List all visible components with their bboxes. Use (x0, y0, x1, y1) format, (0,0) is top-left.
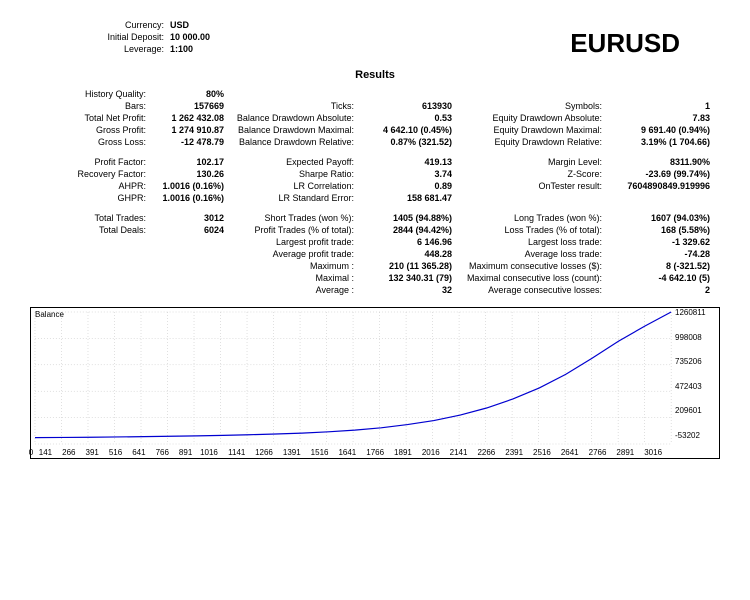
val-max-cons-loss-count: -4 642.10 (5) (610, 273, 710, 283)
lbl-avg-cons-losses: Average consecutive losses: (456, 285, 606, 295)
val-avg-cons-wins: 32 (362, 285, 452, 295)
val-bal-dd-max: 4 642.10 (0.45%) (362, 125, 452, 135)
val-eq-dd-abs: 7.83 (610, 113, 710, 123)
y-axis-labels: 1260811998008735206472403209601-53202 (675, 308, 717, 440)
val-gross-loss: -12 478.79 (154, 137, 224, 147)
val-gross-profit: 1 274 910.87 (154, 125, 224, 135)
lbl-eq-dd-rel: Equity Drawdown Relative: (456, 137, 606, 147)
account-info: Currency: USD Initial Deposit: 10 000.00… (30, 20, 210, 54)
val-symbols: 1 (610, 101, 710, 111)
lbl-ontester: OnTester result: (456, 181, 606, 191)
deposit-label: Initial Deposit: (30, 32, 170, 42)
deposit-value: 10 000.00 (170, 32, 210, 42)
val-bars: 157669 (154, 101, 224, 111)
lbl-profit-factor: Profit Factor: (30, 157, 150, 167)
lbl-short-trades: Short Trades (won %): (228, 213, 358, 223)
val-lrcorr: 0.89 (362, 181, 452, 191)
val-profit-trades: 2844 (94.42%) (362, 225, 452, 235)
chart-svg (31, 308, 719, 458)
lbl-max-wins: Maximum : (228, 261, 358, 271)
lbl-margin: Margin Level: (456, 157, 606, 167)
lbl-eq-dd-max: Equity Drawdown Maximal: (456, 125, 606, 135)
lbl-max-cons-loss-money: Maximum consecutive losses ($): (456, 261, 606, 271)
val-ahpr: 1.0016 (0.16%) (154, 181, 224, 191)
chart-label: Balance (35, 310, 64, 319)
lbl-total-deals: Total Deals: (30, 225, 150, 235)
x-axis-labels: 0141266391516641766891101611411266139115… (31, 448, 671, 457)
balance-chart: Balance 1260811998008735206472403209601-… (30, 307, 720, 459)
results-title: Results (30, 69, 720, 81)
lbl-zscore: Z-Score: (456, 169, 606, 179)
leverage-label: Leverage: (30, 44, 170, 54)
lbl-exp-payoff: Expected Payoff: (228, 157, 358, 167)
leverage-value: 1:100 (170, 44, 210, 54)
val-long-trades: 1607 (94.03%) (610, 213, 710, 223)
val-short-trades: 1405 (94.88%) (362, 213, 452, 223)
val-bal-dd-rel: 0.87% (321.52) (362, 137, 452, 147)
val-bal-dd-abs: 0.53 (362, 113, 452, 123)
val-margin: 8311.90% (610, 157, 710, 167)
lbl-recovery: Recovery Factor: (30, 169, 150, 179)
lbl-eq-dd-abs: Equity Drawdown Absolute: (456, 113, 606, 123)
currency-label: Currency: (30, 20, 170, 30)
val-ontester: 7604890849.919996 (610, 181, 710, 191)
lbl-long-trades: Long Trades (won %): (456, 213, 606, 223)
val-sharpe: 3.74 (362, 169, 452, 179)
lbl-sharpe: Sharpe Ratio: (228, 169, 358, 179)
lbl-total-trades: Total Trades: (30, 213, 150, 223)
lbl-max-win-money: Maximal : (228, 273, 358, 283)
val-total-trades: 3012 (154, 213, 224, 223)
val-max-win-money: 132 340.31 (79) (362, 273, 452, 283)
lbl-lrstderr: LR Standard Error: (228, 193, 358, 203)
val-ticks: 613930 (362, 101, 452, 111)
lbl-ghpr: GHPR: (30, 193, 150, 203)
lbl-avg-loss: Average loss trade: (456, 249, 606, 259)
val-net-profit: 1 262 432.08 (154, 113, 224, 123)
lbl-loss-trades: Loss Trades (% of total): (456, 225, 606, 235)
val-recovery: 130.26 (154, 169, 224, 179)
lbl-symbols: Symbols: (456, 101, 606, 111)
symbol-title: EURUSD (570, 28, 680, 59)
lbl-bal-dd-max: Balance Drawdown Maximal: (228, 125, 358, 135)
val-lrstderr: 158 681.47 (362, 193, 452, 203)
lbl-ticks: Ticks: (228, 101, 358, 111)
lbl-net-profit: Total Net Profit: (30, 113, 150, 123)
val-eq-dd-max: 9 691.40 (0.94%) (610, 125, 710, 135)
lbl-gross-loss: Gross Loss: (30, 137, 150, 147)
val-avg-cons-losses: 2 (610, 285, 710, 295)
val-avg-loss: -74.28 (610, 249, 710, 259)
lbl-max-cons-loss-count: Maximal consecutive loss (count): (456, 273, 606, 283)
val-zscore: -23.69 (99.74%) (610, 169, 710, 179)
val-largest-profit: 6 146.96 (362, 237, 452, 247)
lbl-bal-dd-rel: Balance Drawdown Relative: (228, 137, 358, 147)
val-profit-factor: 102.17 (154, 157, 224, 167)
lbl-gross-profit: Gross Profit: (30, 125, 150, 135)
val-largest-loss: -1 329.62 (610, 237, 710, 247)
val-loss-trades: 168 (5.58%) (610, 225, 710, 235)
lbl-avg-cons-wins: Average : (228, 285, 358, 295)
results-grid: History Quality: 80% Bars: 157669 Ticks: 613… (30, 89, 720, 295)
lbl-history-quality: History Quality: (30, 89, 150, 99)
lbl-bal-dd-abs: Balance Drawdown Absolute: (228, 113, 358, 123)
lbl-bars: Bars: (30, 101, 150, 111)
lbl-avg-profit: Average profit trade: (228, 249, 358, 259)
val-max-wins: 210 (11 365.28) (362, 261, 452, 271)
lbl-ahpr: AHPR: (30, 181, 150, 191)
val-exp-payoff: 419.13 (362, 157, 452, 167)
lbl-largest-profit: Largest profit trade: (228, 237, 358, 247)
lbl-lrcorr: LR Correlation: (228, 181, 358, 191)
val-avg-profit: 448.28 (362, 249, 452, 259)
val-history-quality: 80% (154, 89, 224, 99)
lbl-profit-trades: Profit Trades (% of total): (228, 225, 358, 235)
val-ghpr: 1.0016 (0.16%) (154, 193, 224, 203)
header-section: Currency: USD Initial Deposit: 10 000.00… (30, 20, 720, 59)
val-total-deals: 6024 (154, 225, 224, 235)
currency-value: USD (170, 20, 210, 30)
val-eq-dd-rel: 3.19% (1 704.66) (610, 137, 710, 147)
lbl-largest-loss: Largest loss trade: (456, 237, 606, 247)
val-max-cons-loss-money: 8 (-321.52) (610, 261, 710, 271)
